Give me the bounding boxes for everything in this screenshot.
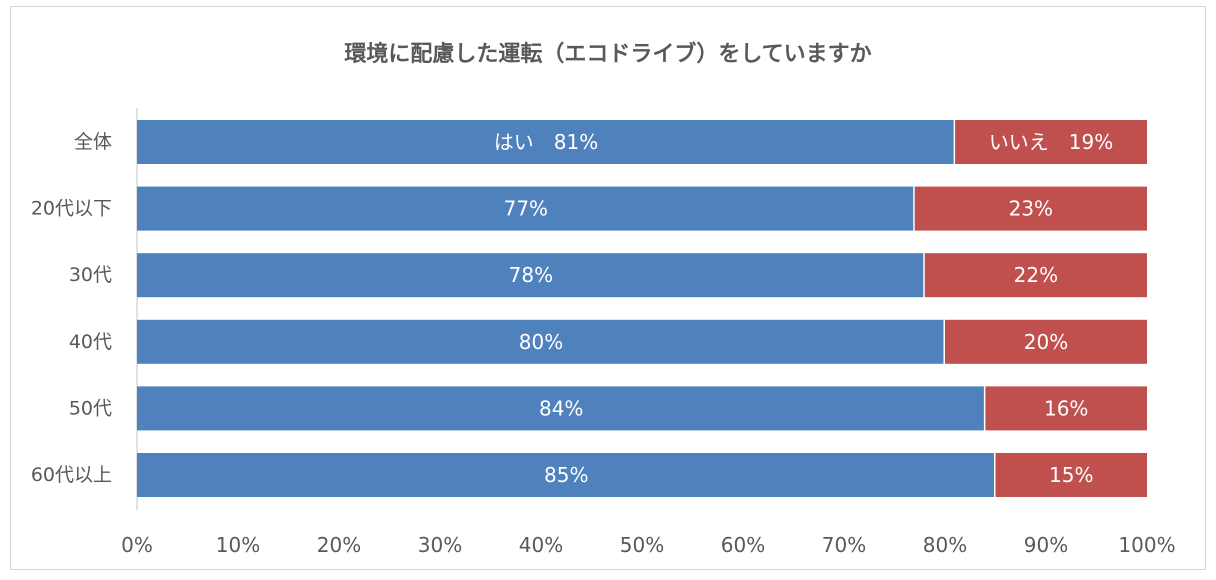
x-tick-label: 60% [721, 533, 765, 557]
bar-yes [137, 253, 924, 298]
x-tick-label: 20% [317, 533, 361, 557]
bar-no-label: 23% [1009, 197, 1053, 221]
bars-group: はい 81% いいえ 19% 77% 23% 78% 22% 80% 20% 84% 16% 85%… [137, 120, 1147, 497]
category-label: 30代 [69, 264, 112, 286]
x-tick-label: 90% [1024, 533, 1068, 557]
x-tick-label: 40% [519, 533, 563, 557]
category-label: 20代以下 [31, 198, 112, 220]
bar-yes [137, 386, 984, 431]
bar-yes-label: 85% [544, 463, 588, 487]
category-label: 60代以上 [31, 464, 112, 486]
category-labels: 全体 20代以下 30代 40代 50代 60代以上 [31, 131, 112, 486]
bar-no [945, 319, 1147, 364]
x-tick-label: 30% [418, 533, 462, 557]
bar-no [924, 253, 1147, 298]
bar-yes [137, 120, 954, 164]
category-label: 全体 [74, 131, 112, 153]
bar-no [955, 120, 1147, 164]
bar-yes-label: 78% [509, 263, 553, 287]
x-tick-label: 50% [620, 533, 664, 557]
x-tick-label: 100% [1118, 533, 1175, 557]
bar-no-label: いいえ 19% [989, 130, 1113, 154]
bar-no-label: 16% [1044, 396, 1088, 420]
chart-title: 環境に配慮した運転（エコドライブ）をしていますか [344, 42, 872, 67]
bar-yes-label: 84% [539, 396, 583, 420]
bar-yes [137, 453, 994, 497]
x-tick-label: 10% [216, 533, 260, 557]
x-tick-label: 0% [121, 533, 153, 557]
bar-yes-label: はい 81% [494, 130, 598, 154]
bar-yes [137, 319, 944, 364]
category-label: 40代 [69, 331, 112, 353]
bar-no-label: 15% [1049, 463, 1093, 487]
bar-no [985, 386, 1147, 431]
category-label: 50代 [69, 397, 112, 419]
bar-no [995, 453, 1147, 497]
bar-yes-label: 80% [519, 330, 563, 354]
x-tick-label: 70% [822, 533, 866, 557]
bar-no [914, 186, 1147, 231]
bar-yes-label: 77% [504, 197, 548, 221]
x-tick-labels: 0% 10% 20% 30% 40% 50% 60% 70% 80% 90% 100% [121, 533, 1175, 557]
x-tick-label: 80% [923, 533, 967, 557]
bar-no-label: 20% [1024, 330, 1068, 354]
bar-no-label: 22% [1014, 263, 1058, 287]
bar-yes [137, 186, 914, 231]
